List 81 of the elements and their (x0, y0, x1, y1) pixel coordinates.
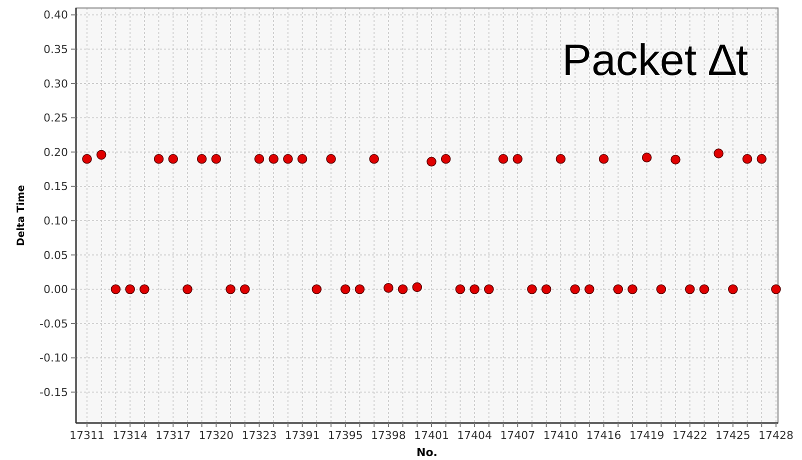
point (670, 154, 680, 164)
point (484, 284, 494, 294)
x-tick-label: 17422 (672, 429, 708, 442)
y-tick-label: 0.25 (44, 112, 68, 125)
point (168, 154, 178, 164)
x-tick-label: 17410 (543, 429, 578, 442)
point (714, 148, 724, 158)
point (541, 284, 552, 294)
point (96, 150, 106, 160)
point (470, 284, 480, 294)
point (570, 284, 580, 294)
point (398, 284, 408, 294)
point (140, 284, 150, 294)
y-axis-title: Delta Time (16, 184, 27, 246)
point (728, 284, 738, 294)
x-tick-label: 17323 (242, 429, 277, 442)
point (312, 284, 322, 294)
point (268, 154, 279, 164)
point (340, 284, 350, 294)
x-tick-label: 17416 (586, 429, 622, 442)
point (556, 154, 566, 164)
x-tick-label: 17391 (284, 429, 320, 442)
point (369, 154, 379, 164)
point (656, 284, 666, 294)
point (297, 154, 308, 164)
point (512, 154, 523, 164)
point (699, 284, 710, 294)
point (182, 284, 192, 294)
point (584, 284, 594, 294)
x-tick-label: 17425 (715, 429, 750, 442)
point (283, 154, 293, 164)
point (426, 156, 436, 167)
point (125, 284, 135, 294)
point (240, 284, 250, 294)
point (254, 154, 264, 164)
point (226, 284, 236, 294)
x-tick-label: 17311 (70, 429, 104, 442)
y-tick-label: 0.40 (44, 8, 68, 22)
point (628, 284, 638, 294)
y-tick-label: 0.10 (44, 214, 68, 228)
point (455, 284, 466, 294)
point (756, 154, 767, 164)
point (742, 154, 752, 164)
point (196, 154, 207, 164)
y-tick-label: 0.15 (44, 180, 68, 194)
point (211, 154, 222, 164)
x-axis-title: No. (416, 446, 438, 459)
x-tick-label: 17314 (112, 429, 148, 442)
y-tick-label: 0.20 (44, 146, 68, 159)
point (684, 284, 695, 294)
point (642, 152, 652, 162)
y-tick-label: 0.30 (44, 77, 68, 90)
y-tick-label: 0.35 (44, 43, 68, 56)
point (110, 284, 121, 294)
y-tick-label: 0.00 (44, 283, 68, 296)
y-tick-label: -0.05 (40, 317, 68, 330)
point (412, 282, 422, 292)
point (527, 284, 537, 294)
point (384, 282, 394, 293)
point (326, 154, 336, 164)
point (354, 284, 365, 294)
x-tick-label: 17320 (198, 429, 234, 442)
y-tick-label: 0.05 (44, 248, 68, 262)
x-tick-label: 17404 (457, 429, 492, 442)
x-tick-label: 17407 (500, 429, 536, 442)
x-tick-label: 17419 (629, 429, 664, 442)
x-tick-label: 17317 (156, 429, 191, 442)
point (598, 154, 609, 164)
text: Packet ∆t (562, 36, 748, 85)
x-tick-label: 17401 (414, 429, 449, 442)
x-tick-label: 17395 (328, 429, 363, 442)
x-tick-label: 17428 (758, 429, 794, 442)
point (498, 154, 508, 164)
y-tick-label: -0.15 (40, 386, 68, 399)
point (82, 154, 92, 164)
point (154, 154, 164, 164)
y-tick-label: -0.10 (40, 352, 68, 365)
point (613, 284, 624, 294)
x-tick-label: 17398 (370, 429, 406, 442)
point (440, 154, 451, 164)
point (771, 284, 781, 294)
